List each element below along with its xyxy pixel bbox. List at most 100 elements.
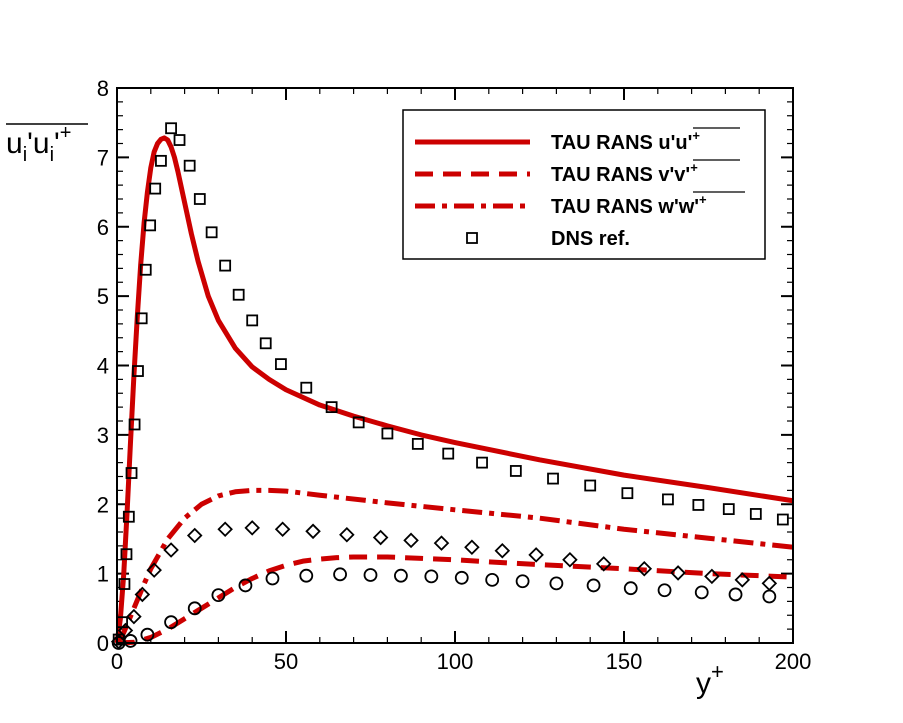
x-tick-label: 100	[437, 649, 474, 674]
legend-swatch-square	[466, 232, 478, 244]
y-tick-label: 8	[97, 76, 109, 101]
legend-label-dns: DNS ref.	[551, 228, 630, 250]
dns-diamond-marker	[339, 527, 355, 543]
y-axis-title-sup: +	[60, 122, 72, 144]
legend-entry-uu: TAU RANS u'u'+	[415, 127, 740, 154]
x-tick-label: 150	[606, 649, 643, 674]
y-tick-label: 2	[97, 492, 109, 517]
dns-circle-marker	[299, 568, 314, 583]
dns-square-marker	[259, 337, 272, 350]
dns-square-marker	[547, 472, 559, 485]
dns-diamond-marker	[403, 532, 419, 549]
y-tick-label: 6	[97, 215, 109, 240]
y-axis-title-text: ui'ui'+	[6, 122, 71, 166]
dns-square-marker	[219, 259, 232, 272]
dns-diamond-marker	[636, 560, 653, 577]
dns-circle-marker	[164, 615, 178, 630]
legend-sup-ww: +	[699, 192, 707, 207]
y-axis-title: ui'ui'+	[6, 122, 88, 166]
dns-diamond-marker	[562, 551, 578, 568]
x-tick-label: 50	[274, 649, 298, 674]
dns-circle-marker	[623, 581, 638, 596]
dns-diamond-marker	[305, 523, 321, 540]
dns-square-marker	[749, 508, 762, 520]
dns-circle-marker	[140, 627, 155, 642]
dns-square-marker	[149, 182, 162, 195]
dns-diamond-marker	[372, 529, 389, 546]
dns-square-marker	[275, 358, 287, 371]
dns-circle-marker	[515, 574, 530, 589]
dns-circle-marker	[549, 576, 564, 591]
legend-label-vv: TAU RANS v'v'+	[551, 160, 698, 186]
dns-diamond-marker	[274, 521, 291, 537]
dns-square-marker	[246, 314, 259, 327]
dns-diamond-marker	[704, 568, 720, 585]
dns-diamond-marker	[494, 542, 511, 559]
y-tick-label: 7	[97, 145, 109, 170]
dns-square-marker	[300, 381, 313, 394]
y-axis-title-mid: 'u	[27, 127, 49, 160]
series-layer	[110, 122, 794, 650]
dns-diamond-marker	[528, 547, 544, 563]
y-tick-label: 1	[97, 562, 109, 587]
tick-labels: 0 50 100 150 200 0 1 2 3 4 5 6 7 8	[97, 76, 812, 674]
dns-square-marker	[411, 437, 424, 450]
dns-square-marker	[193, 193, 206, 205]
y-axis-title-base: u	[6, 127, 23, 160]
dns-diamond-marker	[134, 586, 151, 603]
dns-circle-marker	[694, 585, 709, 600]
y-tick-label: 4	[97, 354, 109, 379]
y-axis-title-sub2: i	[50, 144, 54, 166]
legend-label-uu: TAU RANS u'u'+	[551, 128, 700, 154]
dns-square-marker	[325, 401, 338, 414]
dns-diamond-marker	[433, 535, 450, 551]
legend-prefix-vv: TAU RANS	[551, 164, 653, 186]
dns-circle-marker	[333, 567, 347, 582]
dns-square-marker	[165, 122, 177, 135]
dns-diamond-marker	[734, 572, 751, 588]
dns-diamond-marker	[217, 521, 233, 537]
dns-circle-marker	[394, 568, 408, 583]
dns-square-marker	[621, 487, 634, 500]
x-axis-title-base: y	[696, 667, 711, 700]
x-axis-title: y+	[696, 659, 724, 700]
dns-diamond-marker	[464, 539, 480, 556]
dns-square-marker	[122, 510, 135, 523]
legend-sup-uu: +	[692, 128, 700, 143]
dns-square-marker	[139, 263, 152, 276]
legend: TAU RANS u'u'+ TAU RANS v'v'+ TAU RANS w…	[402, 109, 766, 260]
dns-diamond-marker	[163, 542, 179, 558]
legend-box	[402, 109, 766, 260]
y-axis-title-end: '	[54, 127, 60, 160]
x-axis-title-sup: +	[711, 659, 724, 684]
dns-square-marker	[173, 134, 186, 146]
dns-square-marker	[509, 465, 522, 477]
dns-square-marker	[776, 513, 789, 526]
dns-circle-marker	[187, 601, 202, 616]
dns-square-marker	[692, 499, 705, 511]
dns-circle-marker	[657, 583, 672, 598]
plot-frame	[116, 87, 794, 644]
dns-square-marker	[155, 154, 167, 167]
dns-square-marker	[442, 447, 455, 460]
x-tick-label: 0	[111, 649, 123, 674]
dns-circle-marker	[424, 569, 439, 584]
dns-circle-marker	[454, 570, 469, 585]
legend-label-ww: TAU RANS w'w'+	[551, 192, 707, 218]
x-tick-label: 200	[775, 649, 812, 674]
y-tick-label: 5	[97, 284, 109, 309]
dns-square-marker	[352, 416, 365, 429]
dns-circle-marker	[363, 568, 378, 582]
dns-square-marker	[722, 503, 735, 516]
dns-diamond-marker	[186, 527, 203, 544]
dns-diamond-marker	[146, 562, 162, 578]
legend-entry-ww: TAU RANS w'w'+	[415, 191, 745, 218]
line-dashed	[116, 554, 794, 646]
dns-square-marker	[584, 479, 597, 492]
line-dashdot	[114, 487, 794, 645]
dns-circle-marker	[265, 571, 280, 586]
y-tick-label: 0	[97, 631, 109, 656]
legend-var-ww: w'w'	[657, 196, 699, 218]
dns-square-marker	[232, 288, 245, 301]
